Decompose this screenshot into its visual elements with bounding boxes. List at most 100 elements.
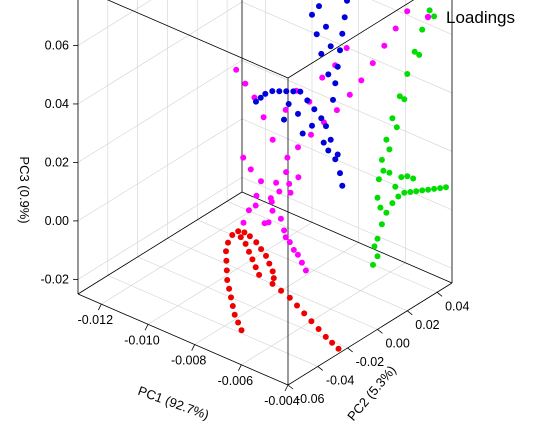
data-point-series-2	[437, 185, 444, 192]
data-point-series-3	[235, 228, 242, 235]
data-point-series-1	[269, 88, 276, 95]
data-point-series-1	[309, 11, 315, 18]
data-points	[223, 0, 449, 352]
data-point-series-2	[443, 184, 449, 191]
data-point-series-0	[261, 220, 268, 227]
data-point-series-0	[381, 42, 388, 49]
data-point-series-1	[334, 151, 341, 158]
data-point-series-0	[346, 91, 353, 98]
y-tick-mark	[347, 347, 353, 353]
grid-line	[194, 242, 359, 345]
x-axis-label: PC1 (92.7%)	[136, 383, 211, 423]
data-point-series-1	[334, 63, 341, 70]
y-tick-label: 0.04	[445, 299, 469, 313]
data-point-series-1	[318, 50, 325, 57]
data-point-series-0	[252, 202, 259, 209]
data-point-series-3	[224, 277, 231, 283]
z-axis-label: PC3 (0.9%)	[17, 156, 32, 223]
box-edge	[287, 0, 415, 79]
grid-line	[107, 275, 318, 367]
data-point-series-1	[262, 90, 269, 97]
data-point-series-2	[377, 204, 384, 211]
data-point-series-3	[286, 294, 293, 301]
x-tick-mark	[144, 324, 149, 331]
data-point-series-2	[374, 194, 381, 201]
y-tick-mark	[407, 310, 413, 316]
legend: Loadings	[424, 8, 515, 27]
data-point-series-3	[253, 239, 260, 246]
data-point-series-3	[237, 234, 244, 241]
data-point-series-0	[392, 25, 399, 32]
data-point-series-2	[374, 253, 381, 260]
data-point-series-3	[308, 318, 315, 325]
data-point-series-2	[375, 176, 382, 183]
data-point-series-1	[304, 97, 311, 104]
data-point-series-1	[297, 88, 304, 95]
data-point-series-2	[395, 193, 402, 200]
data-point-series-0	[298, 259, 305, 266]
grid-line	[241, 60, 453, 152]
x-tick-mark	[284, 384, 289, 392]
data-point-series-0	[319, 74, 326, 81]
z-tick-label: 0.00	[45, 214, 69, 228]
grid-line	[371, 0, 453, 35]
data-point-series-3	[335, 345, 342, 352]
z-tick-label: 0.06	[45, 38, 69, 52]
data-point-series-3	[223, 248, 229, 255]
z-tick-label: -0.02	[41, 272, 70, 286]
data-point-series-0	[245, 207, 252, 214]
data-point-series-0	[240, 154, 247, 161]
data-point-series-1	[285, 101, 292, 107]
data-point-series-3	[241, 229, 248, 236]
grid-lines	[77, 0, 453, 386]
data-point-series-2	[396, 93, 403, 100]
grid-line	[77, 177, 243, 280]
data-point-series-1	[323, 23, 329, 30]
data-point-series-3	[229, 303, 236, 309]
data-point-series-2	[407, 189, 414, 195]
data-point-series-0	[302, 267, 309, 274]
data-point-series-0	[240, 219, 247, 226]
data-point-series-1	[325, 71, 332, 78]
data-point-series-2	[413, 188, 420, 195]
y-tick-label: 0.02	[415, 318, 439, 332]
data-point-series-3	[246, 248, 252, 255]
data-point-series-0	[358, 77, 365, 84]
y-axis-label: PC2 (5.3%)	[344, 363, 399, 424]
data-point-series-0	[343, 45, 350, 51]
data-point-series-3	[242, 240, 249, 247]
box-edge	[241, 191, 453, 284]
data-point-series-0	[369, 60, 376, 67]
data-point-series-3	[226, 285, 233, 292]
data-point-series-1	[337, 47, 343, 54]
data-point-series-2	[410, 175, 417, 182]
data-point-series-1	[295, 110, 301, 117]
data-point-series-1	[316, 3, 322, 10]
data-point-series-3	[294, 302, 300, 309]
data-point-series-2	[398, 174, 405, 181]
x-tick-label: -0.006	[218, 374, 253, 388]
data-point-series-0	[269, 207, 276, 214]
data-point-series-2	[419, 187, 426, 194]
data-point-series-0	[333, 107, 340, 114]
box-edge	[287, 282, 453, 386]
data-point-series-2	[374, 235, 381, 242]
data-point-series-3	[249, 256, 256, 263]
data-point-series-0	[286, 180, 293, 187]
legend-label: Loadings	[446, 8, 515, 27]
grid-line	[77, 60, 243, 163]
data-point-series-2	[431, 13, 438, 20]
grid-line	[77, 118, 243, 222]
data-point-series-3	[256, 271, 263, 278]
data-point-series-0	[282, 234, 289, 241]
x-tick-label: -0.004	[264, 394, 299, 408]
data-point-series-2	[392, 183, 399, 190]
y-tick-label: -0.02	[356, 355, 385, 369]
data-point-series-0	[269, 136, 276, 143]
data-point-series-2	[371, 243, 378, 250]
x-tick-mark	[191, 344, 196, 351]
data-point-series-0	[404, 8, 411, 15]
data-point-series-1	[327, 136, 334, 143]
data-point-series-0	[283, 169, 290, 176]
